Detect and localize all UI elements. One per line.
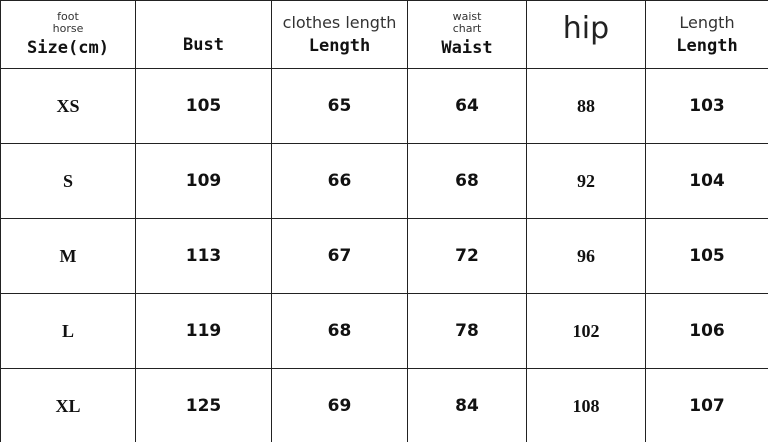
cell-length2: 104	[645, 143, 768, 219]
cell-length2: 107	[645, 368, 768, 442]
cell-bust: 119	[135, 293, 272, 369]
cell-waist: 72	[407, 218, 527, 294]
cell-length2: 106	[645, 293, 768, 369]
cell-size: L	[0, 293, 136, 369]
cell-hip: 102	[526, 293, 646, 369]
table-row: M 113 67 72 96 105	[0, 218, 768, 294]
cell-waist: 64	[407, 68, 527, 144]
cell-length2: 105	[645, 218, 768, 294]
cell-length: 68	[271, 293, 408, 369]
cell-hip: 88	[526, 68, 646, 144]
header-size-label: Size(cm)	[27, 38, 109, 58]
header-hip-label: hip	[562, 11, 610, 46]
cell-bust: 113	[135, 218, 272, 294]
header-waist: waist chart Waist	[407, 0, 527, 69]
cell-bust: 109	[135, 143, 272, 219]
cell-hip: 96	[526, 218, 646, 294]
header-waist-sub: waist chart	[452, 10, 482, 35]
cell-length: 65	[271, 68, 408, 144]
cell-waist: 68	[407, 143, 527, 219]
cell-size: XS	[0, 68, 136, 144]
table-row: S 109 66 68 92 104	[0, 143, 768, 219]
cell-bust: 125	[135, 368, 272, 442]
cell-waist: 84	[407, 368, 527, 442]
table-row: L 119 68 78 102 106	[0, 293, 768, 369]
cell-length: 69	[271, 368, 408, 442]
table-row: XS 105 65 64 88 103	[0, 68, 768, 144]
header-hip: hip	[526, 0, 646, 69]
cell-length2: 103	[645, 68, 768, 144]
cell-length: 67	[271, 218, 408, 294]
header-row: foot horse Size(cm) Bust clothes length Le…	[0, 0, 768, 69]
header-bust: Bust	[135, 0, 272, 69]
header-length-sub: clothes length	[282, 13, 397, 32]
header-length2-label: Length	[676, 36, 738, 56]
cell-size: M	[0, 218, 136, 294]
header-waist-label: Waist	[441, 38, 493, 58]
cell-waist: 78	[407, 293, 527, 369]
header-length2: Length Length	[645, 0, 768, 69]
cell-length: 66	[271, 143, 408, 219]
cell-size: S	[0, 143, 136, 219]
header-bust-label: Bust	[183, 34, 224, 55]
cell-hip: 108	[526, 368, 646, 442]
header-length2-sub: Length	[679, 13, 735, 32]
cell-bust: 105	[135, 68, 272, 144]
cell-size: XL	[0, 368, 136, 442]
header-length: clothes length Length	[271, 0, 408, 69]
header-size: foot horse Size(cm)	[0, 0, 136, 69]
cell-hip: 92	[526, 143, 646, 219]
header-size-sub: foot horse	[52, 10, 84, 35]
header-length-label: Length	[308, 36, 371, 56]
table-row: XL 125 69 84 108 107	[0, 368, 768, 442]
